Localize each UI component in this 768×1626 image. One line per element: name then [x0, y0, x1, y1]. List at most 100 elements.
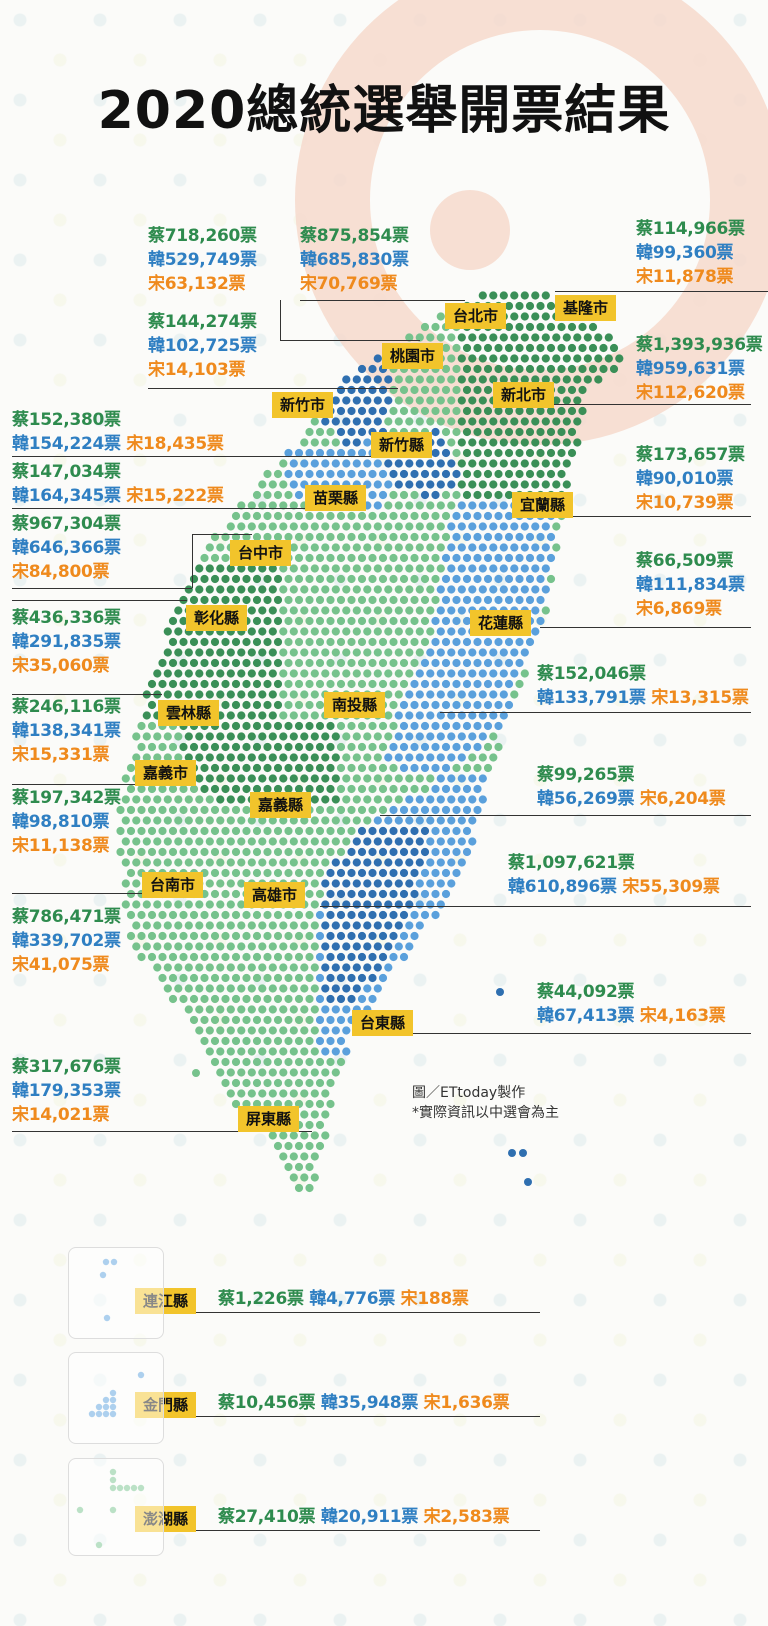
map-dot — [347, 511, 356, 521]
map-dot — [310, 585, 319, 594]
map-dot — [510, 690, 519, 699]
leader-line — [560, 516, 751, 517]
map-dot — [410, 385, 419, 395]
map-dot — [415, 459, 424, 468]
map-dot — [405, 522, 414, 531]
map-dot — [153, 795, 162, 804]
map-dot — [447, 375, 456, 384]
map-dot — [226, 921, 235, 930]
map-dot — [373, 900, 382, 909]
map-dot — [342, 984, 351, 993]
map-dot — [394, 606, 403, 615]
map-dot — [525, 406, 535, 416]
soong-votes: 宋11,878票 — [636, 267, 734, 287]
map-dot — [541, 354, 550, 363]
map-dot — [126, 910, 136, 920]
leader-line — [320, 906, 751, 907]
map-dot — [441, 826, 451, 836]
map-dot — [410, 490, 419, 500]
leader-line — [12, 893, 192, 894]
map-dot — [252, 763, 262, 773]
map-dot — [205, 879, 214, 888]
map-dot — [363, 795, 372, 804]
map-dot — [158, 952, 167, 962]
map-dot — [252, 784, 262, 794]
map-dot — [420, 658, 430, 668]
map-dot — [384, 816, 393, 825]
map-dot — [310, 690, 319, 699]
map-dot — [541, 417, 550, 426]
map-dot — [405, 648, 414, 657]
map-dot — [336, 994, 346, 1004]
map-dot — [210, 784, 220, 794]
map-dot — [237, 1026, 246, 1035]
map-dot — [515, 553, 524, 563]
map-dot — [284, 1036, 293, 1046]
map-dot — [384, 753, 393, 762]
map-dot — [300, 1152, 309, 1161]
kinmen-inset — [68, 1352, 164, 1444]
map-dot — [174, 648, 183, 657]
map-dot — [326, 973, 335, 983]
map-dot — [336, 868, 346, 878]
map-dot — [216, 585, 225, 594]
map-dot — [405, 795, 414, 804]
map-dot — [452, 763, 461, 773]
map-dot — [210, 952, 220, 962]
map-dot — [331, 816, 340, 825]
map-dot — [268, 837, 277, 846]
map-dot — [336, 805, 346, 815]
map-dot — [147, 931, 157, 941]
leader-line — [135, 1312, 540, 1313]
soong-votes: 宋10,739票 — [636, 493, 734, 513]
map-dot — [415, 375, 424, 384]
map-dot — [205, 732, 214, 741]
map-dot — [426, 459, 435, 468]
map-dot — [216, 837, 225, 846]
map-dot — [273, 679, 283, 689]
map-dot — [284, 448, 293, 458]
map-dot — [441, 868, 451, 878]
map-dot — [268, 669, 277, 678]
tsai-votes: 蔡66,509票 — [636, 551, 734, 571]
map-dot — [368, 490, 377, 500]
map-dot — [515, 532, 524, 542]
map-dot — [273, 973, 283, 983]
map-dot — [310, 648, 319, 657]
map-dot — [336, 742, 346, 752]
map-dot — [483, 427, 493, 437]
map-dot — [431, 553, 440, 563]
map-dot — [399, 931, 409, 941]
map-dot — [473, 553, 482, 563]
map-dot — [441, 406, 451, 416]
map-dot — [200, 637, 209, 647]
map-dot — [195, 921, 204, 930]
map-dot — [347, 637, 356, 647]
map-dot — [431, 448, 440, 458]
penghu-inset — [68, 1458, 164, 1556]
map-dot — [237, 585, 246, 594]
map-dot — [525, 364, 535, 374]
map-dot — [567, 448, 577, 458]
map-dot — [541, 543, 550, 552]
map-dot — [336, 889, 346, 899]
map-dot — [174, 942, 183, 951]
map-dot — [363, 942, 372, 951]
map-dot — [531, 312, 540, 321]
map-dot — [394, 396, 403, 405]
map-dot — [441, 616, 451, 626]
map-dot — [436, 375, 445, 384]
map-dot — [289, 816, 298, 825]
map-dot — [462, 364, 472, 374]
map-dot — [583, 333, 592, 342]
region-label-11: 南投縣 — [324, 692, 386, 718]
map-dot — [436, 312, 445, 321]
map-dot — [405, 333, 414, 342]
map-dot — [189, 994, 199, 1004]
map-dot — [132, 795, 141, 804]
map-dot — [310, 1005, 319, 1014]
map-dot — [315, 511, 325, 521]
map-dot — [462, 826, 472, 836]
map-dot — [300, 669, 309, 678]
map-dot — [368, 364, 377, 374]
